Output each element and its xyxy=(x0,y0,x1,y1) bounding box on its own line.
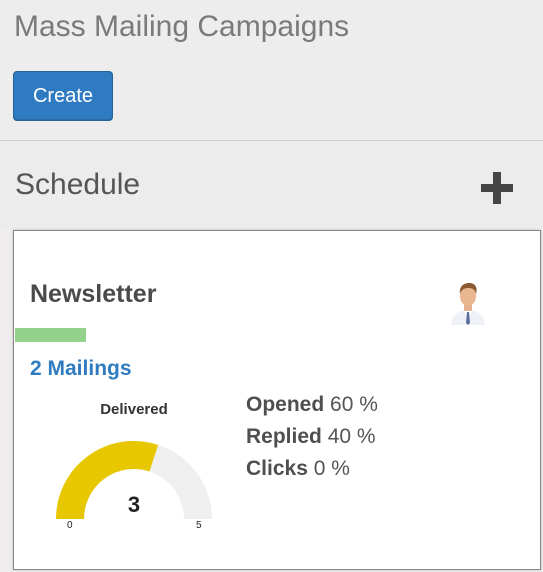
stat-clicks-label: Clicks xyxy=(246,457,308,480)
stat-clicks: Clicks 0 % xyxy=(246,457,350,481)
stat-opened-value: 60 % xyxy=(330,393,378,416)
color-tag xyxy=(15,328,86,342)
gauge-max: 5 xyxy=(196,520,202,531)
user-avatar-icon xyxy=(446,279,490,325)
mailings-link[interactable]: 2 Mailings xyxy=(30,357,132,380)
page-title: Mass Mailing Campaigns xyxy=(14,10,350,43)
campaign-card[interactable]: Newsletter 2 Mailings Delivered 3 0 5 Op… xyxy=(13,230,541,570)
column-title: Schedule xyxy=(15,168,141,201)
stat-opened: Opened 60 % xyxy=(246,393,378,417)
gauge-fill xyxy=(56,441,159,519)
gauge-value: 3 xyxy=(127,492,141,517)
stat-clicks-value: 0 % xyxy=(313,457,350,480)
gauge-min: 0 xyxy=(67,520,73,531)
gauge-label: Delivered xyxy=(100,401,168,418)
stat-replied-label: Replied xyxy=(246,425,322,448)
delivered-gauge xyxy=(56,441,212,519)
plus-icon[interactable] xyxy=(480,172,514,206)
kanban-column-header xyxy=(0,141,543,229)
stat-opened-label: Opened xyxy=(246,393,325,416)
campaign-title: Newsletter xyxy=(30,280,157,308)
create-button[interactable]: Create xyxy=(13,71,113,121)
stat-replied: Replied 40 % xyxy=(246,425,376,449)
stat-replied-value: 40 % xyxy=(327,425,376,448)
